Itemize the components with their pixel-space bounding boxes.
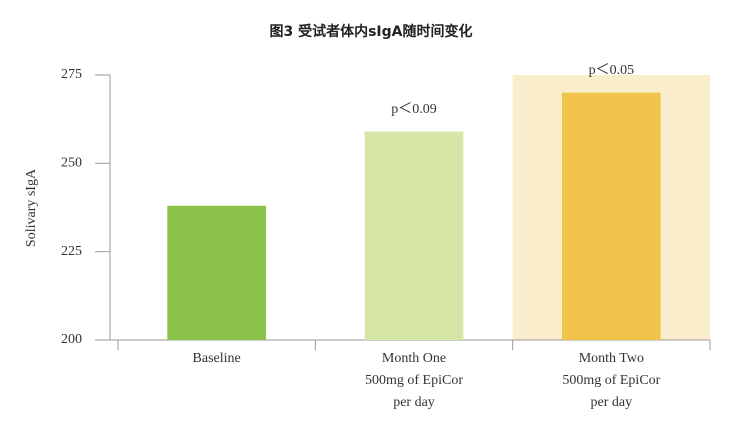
bar <box>364 131 464 340</box>
x-tick-label: Month One <box>382 351 446 366</box>
annotation: p＜0.05 <box>589 63 635 78</box>
x-tick-label: per day <box>591 395 633 410</box>
y-tick-label: 225 <box>61 244 82 259</box>
x-tick-label: Month Two <box>579 351 644 366</box>
x-tick-label: 500mg of EpiCor <box>562 373 660 388</box>
y-tick-label: 200 <box>61 332 82 347</box>
chart-title: 图3 受试者体内sIgA随时间变化 <box>269 23 472 40</box>
x-tick-label: per day <box>393 395 435 410</box>
y-tick-label: 275 <box>61 67 82 82</box>
y-axis-label: Solivary sIgA <box>24 168 39 247</box>
bar <box>167 205 266 340</box>
bar <box>562 92 661 341</box>
annotation: p＜0.09 <box>391 102 437 117</box>
x-tick-label: 500mg of EpiCor <box>365 373 463 388</box>
x-tick-label: Baseline <box>193 351 241 366</box>
y-tick-label: 250 <box>61 156 82 171</box>
